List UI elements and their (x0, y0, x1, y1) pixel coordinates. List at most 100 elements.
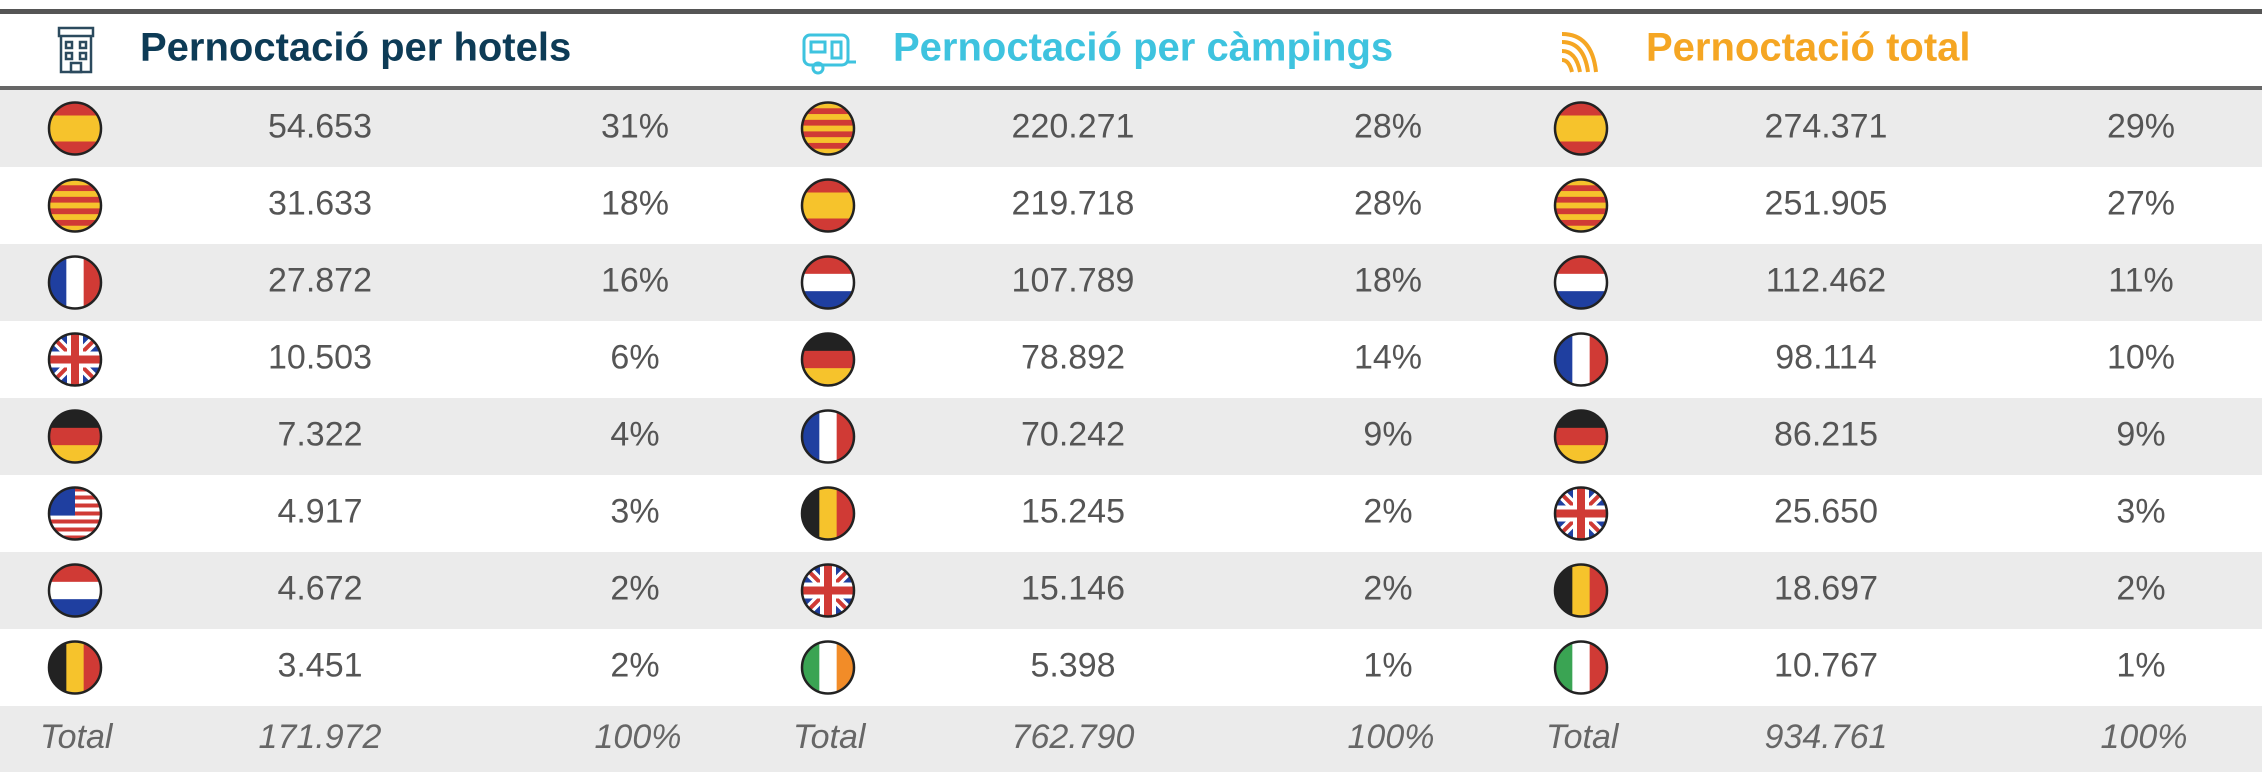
flag-part (1555, 185, 1607, 192)
flag-icon (49, 102, 101, 155)
flag-outline (1553, 486, 1609, 541)
flag-outline (47, 409, 103, 464)
flag-outline (800, 101, 856, 156)
flag-outline (1553, 409, 1609, 464)
value-cell: 3.451 (277, 646, 362, 684)
flag-part (49, 519, 101, 524)
flag-icon (1555, 487, 1607, 540)
flag-part (802, 192, 854, 219)
share-cell: 1% (2116, 646, 2165, 684)
value-cell: 219.718 (1012, 184, 1135, 222)
flag-outline (47, 486, 103, 541)
section-title: Pernoctació per càmpings (893, 26, 1393, 70)
flag-part (802, 119, 854, 127)
value-cell: 4.672 (277, 569, 362, 607)
share-cell: 18% (1354, 261, 1422, 299)
flag-outline (800, 563, 856, 618)
total-value: 762.790 (1012, 718, 1135, 756)
total-share: 100% (1348, 718, 1435, 756)
value-cell: 5.398 (1030, 646, 1115, 684)
value-cell: 54.653 (268, 107, 372, 145)
share-cell: 2% (2116, 569, 2165, 607)
flag-part (49, 214, 101, 221)
value-cell: 86.215 (1774, 415, 1878, 453)
flag-part (802, 350, 854, 369)
total-value: 934.761 (1765, 718, 1888, 756)
share-cell: 2% (610, 569, 659, 607)
share-cell: 9% (2116, 415, 2165, 453)
flag-part (49, 355, 101, 364)
value-cell: 15.146 (1021, 569, 1125, 607)
total-share: 100% (595, 718, 682, 756)
value-cell: 220.271 (1012, 107, 1135, 145)
flag-part (1555, 115, 1607, 142)
row-band (0, 90, 2262, 167)
row-band (0, 244, 2262, 321)
value-cell: 78.892 (1021, 338, 1125, 376)
share-cell: 3% (610, 492, 659, 530)
flag-part (49, 191, 101, 198)
section-title: Pernoctació total (1646, 26, 1971, 70)
flag-outline (1553, 563, 1609, 618)
share-cell: 3% (2116, 492, 2165, 530)
flag-part (49, 531, 101, 536)
header-rule (0, 86, 2262, 90)
flag-part (819, 410, 838, 463)
flag-outline (47, 332, 103, 387)
flag-part (49, 527, 101, 532)
flag-part (49, 115, 101, 142)
flag-part (1555, 225, 1607, 232)
flag-part (1555, 219, 1607, 227)
flag-part (1555, 196, 1607, 204)
flag-part (802, 125, 854, 132)
flag-icon (802, 179, 854, 232)
flag-part (49, 535, 101, 540)
flag-part (819, 487, 838, 540)
flag-outline (800, 332, 856, 387)
sun-icon (1561, 32, 1598, 73)
value-cell: 10.767 (1774, 646, 1878, 684)
flag-icon (49, 179, 101, 232)
value-cell: 10.503 (268, 338, 372, 376)
value-cell: 25.650 (1774, 492, 1878, 530)
share-cell: 29% (2107, 107, 2175, 145)
flag-icon (802, 564, 854, 617)
flag-outline (800, 255, 856, 310)
flag-outline (800, 486, 856, 541)
share-cell: 1% (1363, 646, 1412, 684)
flag-part (49, 179, 101, 186)
value-cell: 31.633 (268, 184, 372, 222)
flag-part (49, 225, 101, 232)
share-cell: 16% (601, 261, 669, 299)
flag-outline (1553, 332, 1609, 387)
share-cell: 2% (610, 646, 659, 684)
flag-part (1555, 273, 1607, 292)
flag-icon (49, 333, 101, 386)
flag-icon (802, 102, 854, 155)
share-cell: 9% (1363, 415, 1412, 453)
value-cell: 251.905 (1765, 184, 1888, 222)
flag-part (1555, 509, 1607, 518)
flag-part (49, 581, 101, 600)
flag-part (49, 208, 101, 215)
flag-outline (1553, 255, 1609, 310)
flag-part (1572, 333, 1591, 386)
value-cell: 7.322 (277, 415, 362, 453)
row-band (0, 706, 2262, 772)
flag-part (66, 256, 85, 309)
flag-part (49, 185, 101, 192)
value-cell: 70.242 (1021, 415, 1125, 453)
value-cell: 18.697 (1774, 569, 1878, 607)
flag-part (802, 102, 854, 109)
section-title: Pernoctació per hotels (140, 26, 571, 70)
flag-outline (1553, 101, 1609, 156)
value-cell: 27.872 (268, 261, 372, 299)
value-cell: 15.245 (1021, 492, 1125, 530)
total-label: Total (40, 718, 114, 756)
value-cell: 274.371 (1765, 107, 1888, 145)
share-cell: 11% (2108, 261, 2174, 299)
flag-part (802, 137, 854, 144)
total-label: Total (793, 718, 867, 756)
flag-icon (1555, 102, 1607, 155)
